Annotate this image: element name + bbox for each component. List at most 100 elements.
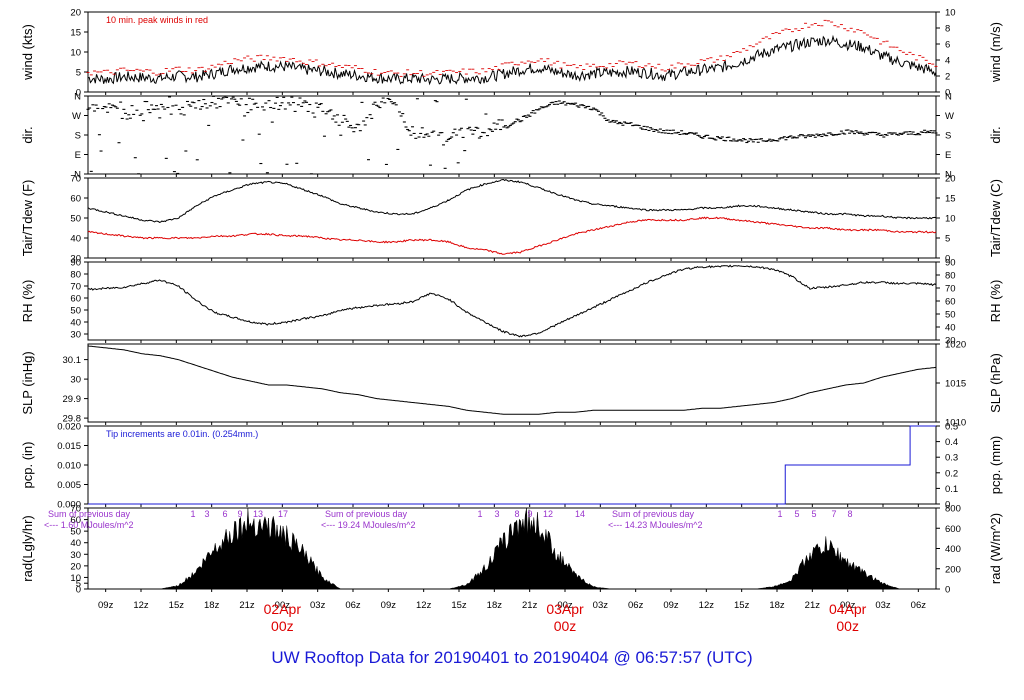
y-tick-label-right: W xyxy=(945,111,954,122)
hour-label: 1 xyxy=(777,509,782,519)
y-tick-label: 0.010 xyxy=(57,461,81,472)
y-axis-title: Tair/Tdew (F) xyxy=(20,180,35,257)
x-tick-label: 21z xyxy=(239,600,255,611)
y-tick-label: 5 xyxy=(76,579,81,590)
hour-label: 3 xyxy=(494,509,499,519)
y-tick-label-right: 0.1 xyxy=(945,484,958,495)
panel-frame-wind xyxy=(87,11,937,93)
y-tick-label: 40 xyxy=(70,318,81,329)
hour-label: 6 xyxy=(222,509,227,519)
y-axis-title-right: dir. xyxy=(988,126,1003,143)
y-tick-label-right: E xyxy=(945,150,951,161)
x-tick-label: 06z xyxy=(911,600,927,611)
y-tick-label-right: N xyxy=(945,170,952,181)
y-tick-label: 10 xyxy=(70,48,81,59)
y-axis-title-right: wind (m/s) xyxy=(988,22,1003,83)
x-tick-label: 00z xyxy=(275,600,291,611)
x-tick-label: 21z xyxy=(805,600,821,611)
y-tick-label-right: 5 xyxy=(945,234,950,245)
x-tick-label: 12z xyxy=(133,600,149,611)
y-tick-label-right: 15 xyxy=(945,194,956,205)
radiation-sum-title: Sum of previous day xyxy=(325,509,408,519)
y-tick-label-right: 50 xyxy=(945,310,956,321)
date-time-label: 00z xyxy=(836,618,859,634)
radiation-sum-title: Sum of previous day xyxy=(612,509,695,519)
y-axis-title-right: pcp. (mm) xyxy=(988,436,1003,495)
y-tick-label: 50 xyxy=(70,214,81,225)
hour-label: 17 xyxy=(278,509,288,519)
radiation-sum-title: Sum of previous day xyxy=(48,509,131,519)
x-tick-label: 03z xyxy=(310,600,326,611)
y-tick-label-right: 0 xyxy=(945,88,950,99)
y-tick-label: S xyxy=(75,131,81,142)
y-axis-title-right: SLP (hPa) xyxy=(988,353,1003,413)
hour-label: 5 xyxy=(811,509,816,519)
date-time-label: 00z xyxy=(271,618,294,634)
hour-label: 5 xyxy=(794,509,799,519)
y-tick-label-right: S xyxy=(945,131,951,142)
y-tick-label-right: 6 xyxy=(945,40,950,51)
hour-label: 9 xyxy=(237,509,242,519)
hour-label: 14 xyxy=(575,509,585,519)
y-tick-label-right: 80 xyxy=(945,271,956,282)
date-label: 02Apr xyxy=(264,601,302,617)
y-tick-label: 90 xyxy=(70,258,81,269)
x-tick-label: 15z xyxy=(169,600,185,611)
y-tick-label: 10 xyxy=(70,573,81,584)
y-tick-label: 30 xyxy=(70,550,81,561)
x-tick-label: 00z xyxy=(557,600,573,611)
y-tick-label: N xyxy=(74,92,81,103)
x-tick-label: 06z xyxy=(628,600,644,611)
date-label: 03Apr xyxy=(546,601,584,617)
hour-label: 1 xyxy=(477,509,482,519)
y-tick-label: 5 xyxy=(76,68,81,79)
x-tick-label: 09z xyxy=(381,600,397,611)
y-tick-label-right: 2 xyxy=(945,72,950,83)
x-tick-label: 09z xyxy=(98,600,114,611)
y-tick-label-right: 20 xyxy=(945,174,956,185)
y-tick-label: 70 xyxy=(70,174,81,185)
series-line xyxy=(87,178,937,223)
x-tick-label: 00z xyxy=(840,600,856,611)
y-tick-label-right: 1020 xyxy=(945,340,966,351)
y-axis-title-right: RH (%) xyxy=(988,280,1003,323)
x-tick-label: 12z xyxy=(416,600,432,611)
series-line xyxy=(88,425,936,505)
y-tick-label: N xyxy=(74,170,81,181)
y-tick-label-right: 1010 xyxy=(945,418,966,429)
series-line xyxy=(88,264,937,338)
y-axis-title: dir. xyxy=(20,126,35,143)
y-tick-label-right: 0.2 xyxy=(945,468,958,479)
y-tick-label: 30 xyxy=(70,254,81,265)
y-tick-label-right: 0.5 xyxy=(945,422,958,433)
y-tick-label: 29.9 xyxy=(63,394,82,405)
y-tick-label-right: 0 xyxy=(945,254,950,265)
y-tick-label: 30.1 xyxy=(63,355,82,366)
radiation-sum-value: <--- 1.60 MJoules/m^2 xyxy=(44,520,134,530)
y-tick-label: 20 xyxy=(70,8,81,19)
y-tick-label-right: 1015 xyxy=(945,379,966,390)
y-tick-label-right: 8 xyxy=(945,24,950,35)
y-tick-label-right: 60 xyxy=(945,297,956,308)
hour-label: 8 xyxy=(847,509,852,519)
y-axis-title: RH (%) xyxy=(20,280,35,323)
y-tick-label: E xyxy=(75,150,81,161)
y-tick-label: 70 xyxy=(70,504,81,515)
y-tick-label: 40 xyxy=(70,234,81,245)
y-tick-label: 70 xyxy=(70,282,81,293)
series-line xyxy=(87,34,937,86)
y-tick-label: 0.020 xyxy=(57,422,81,433)
panel-annotation: 10 min. peak winds in red xyxy=(106,15,208,25)
y-tick-label: 40 xyxy=(70,538,81,549)
x-tick-label: 18z xyxy=(204,600,220,611)
x-tick-label: 15z xyxy=(734,600,750,611)
series-line xyxy=(87,345,937,415)
y-tick-label-right: 600 xyxy=(945,524,961,535)
hour-label: 12 xyxy=(543,509,553,519)
y-tick-label: 60 xyxy=(70,515,81,526)
y-tick-label-right: 10 xyxy=(945,214,956,225)
y-tick-label: W xyxy=(72,111,81,122)
radiation-sum-value: <--- 14.23 MJoules/m^2 xyxy=(608,520,703,530)
x-tick-label: 21z xyxy=(522,600,538,611)
